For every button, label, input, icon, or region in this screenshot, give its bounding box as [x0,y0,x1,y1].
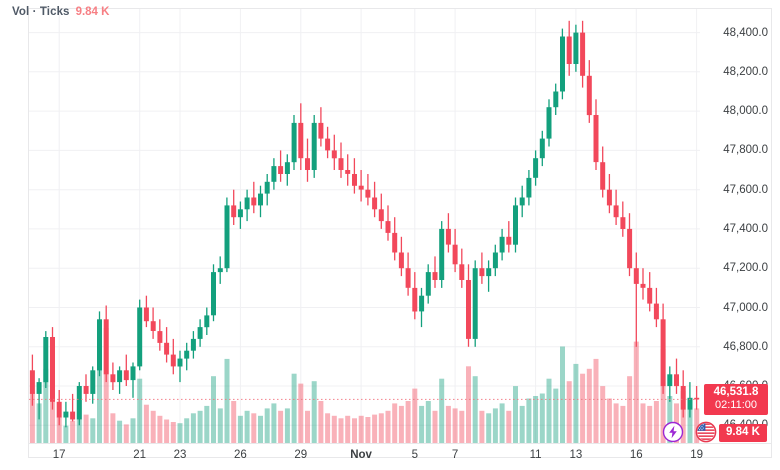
time-tick-label: 29 [294,449,308,461]
time-tick-label: 11 [529,449,542,461]
time-tick-label: 16 [629,449,643,461]
current-price-countdown: 02:11:00 [714,399,757,412]
plot-area[interactable] [29,9,700,443]
price-tick-label: 47,800.0 [723,144,768,157]
price-tick-label: 48,000.0 [723,105,768,118]
time-tick-label: 23 [173,449,187,461]
lightning-bolt-icon[interactable] [662,421,684,443]
time-tick-label: 5 [411,449,418,461]
price-tick-label: 47,600.0 [723,183,768,196]
price-tick-label: 47,400.0 [723,222,768,235]
price-tick-label: 47,000.0 [723,301,768,314]
price-tick-label: 48,200.0 [723,65,768,78]
price-tick-label: 46,800.0 [723,340,768,353]
price-tick-label: 47,200.0 [723,262,768,275]
time-tick-label: 17 [52,449,66,461]
time-tick-label: 19 [690,449,703,461]
time-tick-label: 13 [569,449,583,461]
us-flag-icon[interactable] [695,421,717,443]
time-tick-label: Nov [350,449,372,461]
time-axis[interactable]: 17 21 23 26 29 Nov 5 7 11 13 16 19 [29,443,771,468]
current-price-badge[interactable]: 46,531.8 02:11:00 [704,384,768,416]
price-axis[interactable]: 48,400.0 48,200.0 48,000.0 47,800.0 47,600.0… [701,9,771,443]
time-tick-label: 26 [233,449,247,461]
price-tick-label: 48,400.0 [723,26,768,39]
volume-bars [29,328,700,443]
legend-value: 9.84 K [75,6,110,18]
candles [29,20,700,428]
time-tick-label: 7 [451,449,459,461]
time-tick-label: 21 [133,449,147,461]
chart-frame [28,8,772,458]
gridlines [29,9,700,443]
chart-legend: Vol · Ticks 9.84 K [12,5,109,19]
volume-value-badge[interactable]: 9.84 K [719,424,767,442]
legend-title: Vol · Ticks [12,6,70,18]
candlestick-chart [29,9,700,443]
current-price-value: 46,531.8 [713,386,759,399]
